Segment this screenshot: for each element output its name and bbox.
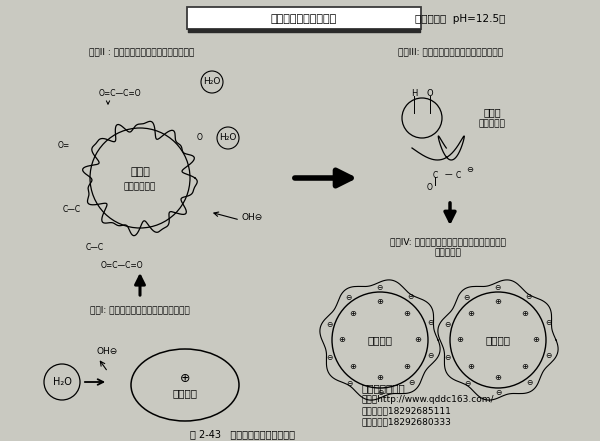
Text: ⊕: ⊕ [338,336,346,344]
Text: OH⊖: OH⊖ [97,348,118,356]
Text: ⊖: ⊖ [467,165,473,175]
Text: 水泥粒子: 水泥粒子 [367,335,392,345]
Text: ⊖: ⊖ [326,320,332,329]
Text: ⊖: ⊖ [427,351,434,360]
Text: O: O [197,134,203,142]
Text: OH⊖: OH⊖ [241,213,263,223]
Text: 分散剂: 分散剂 [483,107,501,117]
Text: 订货专线：18292680333: 订货专线：18292680333 [362,418,452,426]
Text: ⊖: ⊖ [445,353,451,362]
Text: O=C—C=O: O=C—C=O [101,261,143,269]
Text: —: — [444,171,452,179]
Text: ⊖: ⊖ [527,378,533,387]
Text: O: O [427,183,433,193]
Text: ⊕: ⊕ [521,363,529,371]
Text: （水溶性）: （水溶性） [479,120,505,128]
Text: H: H [411,90,417,98]
Text: ⊖: ⊖ [346,379,353,388]
Text: ⊕: ⊕ [350,363,356,371]
Text: C—C: C—C [86,243,104,253]
Text: ⊖: ⊖ [407,292,414,301]
Text: 水泥粒子: 水泥粒子 [485,335,511,345]
Text: O: O [427,90,433,98]
Text: ⊖: ⊖ [444,320,451,329]
Text: ⊕: ⊕ [180,371,190,385]
Text: ⊕: ⊕ [521,309,529,318]
Text: ⊖: ⊖ [464,379,470,388]
Text: 步骤I: 水泥颗粒和水反应生成氢氧根离子: 步骤I: 水泥颗粒和水反应生成氢氧根离子 [90,306,190,314]
Text: ⊕: ⊕ [377,374,383,382]
Text: ⊖: ⊖ [494,283,500,292]
Text: ⊖: ⊖ [345,293,352,302]
Text: ⊕: ⊕ [467,363,475,371]
Text: H₂O: H₂O [203,78,221,86]
Text: ⊕: ⊕ [403,363,410,371]
Text: C: C [455,171,461,179]
Text: 水泥粒子: 水泥粒子 [173,388,197,398]
Text: ⊕: ⊕ [494,374,502,382]
Text: 前驱体: 前驱体 [130,167,150,177]
Text: C—C: C—C [63,206,81,214]
Text: 青岛鼎昌新材料: 青岛鼎昌新材料 [362,383,406,393]
Text: ⊖: ⊖ [326,353,333,362]
Text: ⊖: ⊖ [377,389,384,397]
Text: ⊖: ⊖ [463,293,469,302]
Text: 反应性高分子作用机理: 反应性高分子作用机理 [271,14,337,24]
Text: ⊕: ⊕ [415,336,421,344]
Text: （水泥体系  pH=12.5）: （水泥体系 pH=12.5） [415,14,505,24]
Text: 表面而分散: 表面而分散 [434,248,461,258]
Text: O=C—C=O: O=C—C=O [98,89,142,97]
Text: （不溶于水）: （不溶于水） [124,183,156,191]
Text: 网址：http://www.qddc163.com/: 网址：http://www.qddc163.com/ [362,396,494,404]
Text: H₂O: H₂O [53,377,71,387]
Text: 咨询专线：18292685111: 咨询专线：18292685111 [362,407,452,415]
Text: ⊖: ⊖ [409,378,415,387]
Text: ⊖: ⊖ [496,389,502,397]
Text: ⊕: ⊕ [377,298,383,306]
Text: ⊖: ⊖ [376,283,382,292]
Text: 步骤IV: 溶解了的反应性高分子吸附在水泥颗粒: 步骤IV: 溶解了的反应性高分子吸附在水泥颗粒 [390,238,506,247]
Text: ⊕: ⊕ [403,309,410,318]
Text: ⊕: ⊕ [494,298,502,306]
Text: ⊖: ⊖ [427,318,433,327]
Text: ⊖: ⊖ [545,351,552,360]
FancyBboxPatch shape [187,7,421,29]
Text: ⊕: ⊕ [457,336,464,344]
Text: 步骤III: 反应性高分子逐渐溶解成为分散剂: 步骤III: 反应性高分子逐渐溶解成为分散剂 [398,48,503,56]
Text: O=: O= [58,141,70,149]
Text: 图 2-43   反应性高分子的作用机理: 图 2-43 反应性高分子的作用机理 [190,429,295,439]
Text: 步骤II : 氢氧根离子攻击反应性高分子表面: 步骤II : 氢氧根离子攻击反应性高分子表面 [89,48,194,56]
Text: ⊖: ⊖ [545,318,551,327]
Text: ⊖: ⊖ [526,292,532,301]
Text: ⊕: ⊕ [350,309,356,318]
Text: C: C [433,171,437,179]
Text: H₂O: H₂O [220,134,236,142]
Text: ⊕: ⊕ [533,336,539,344]
Text: ⊕: ⊕ [467,309,475,318]
